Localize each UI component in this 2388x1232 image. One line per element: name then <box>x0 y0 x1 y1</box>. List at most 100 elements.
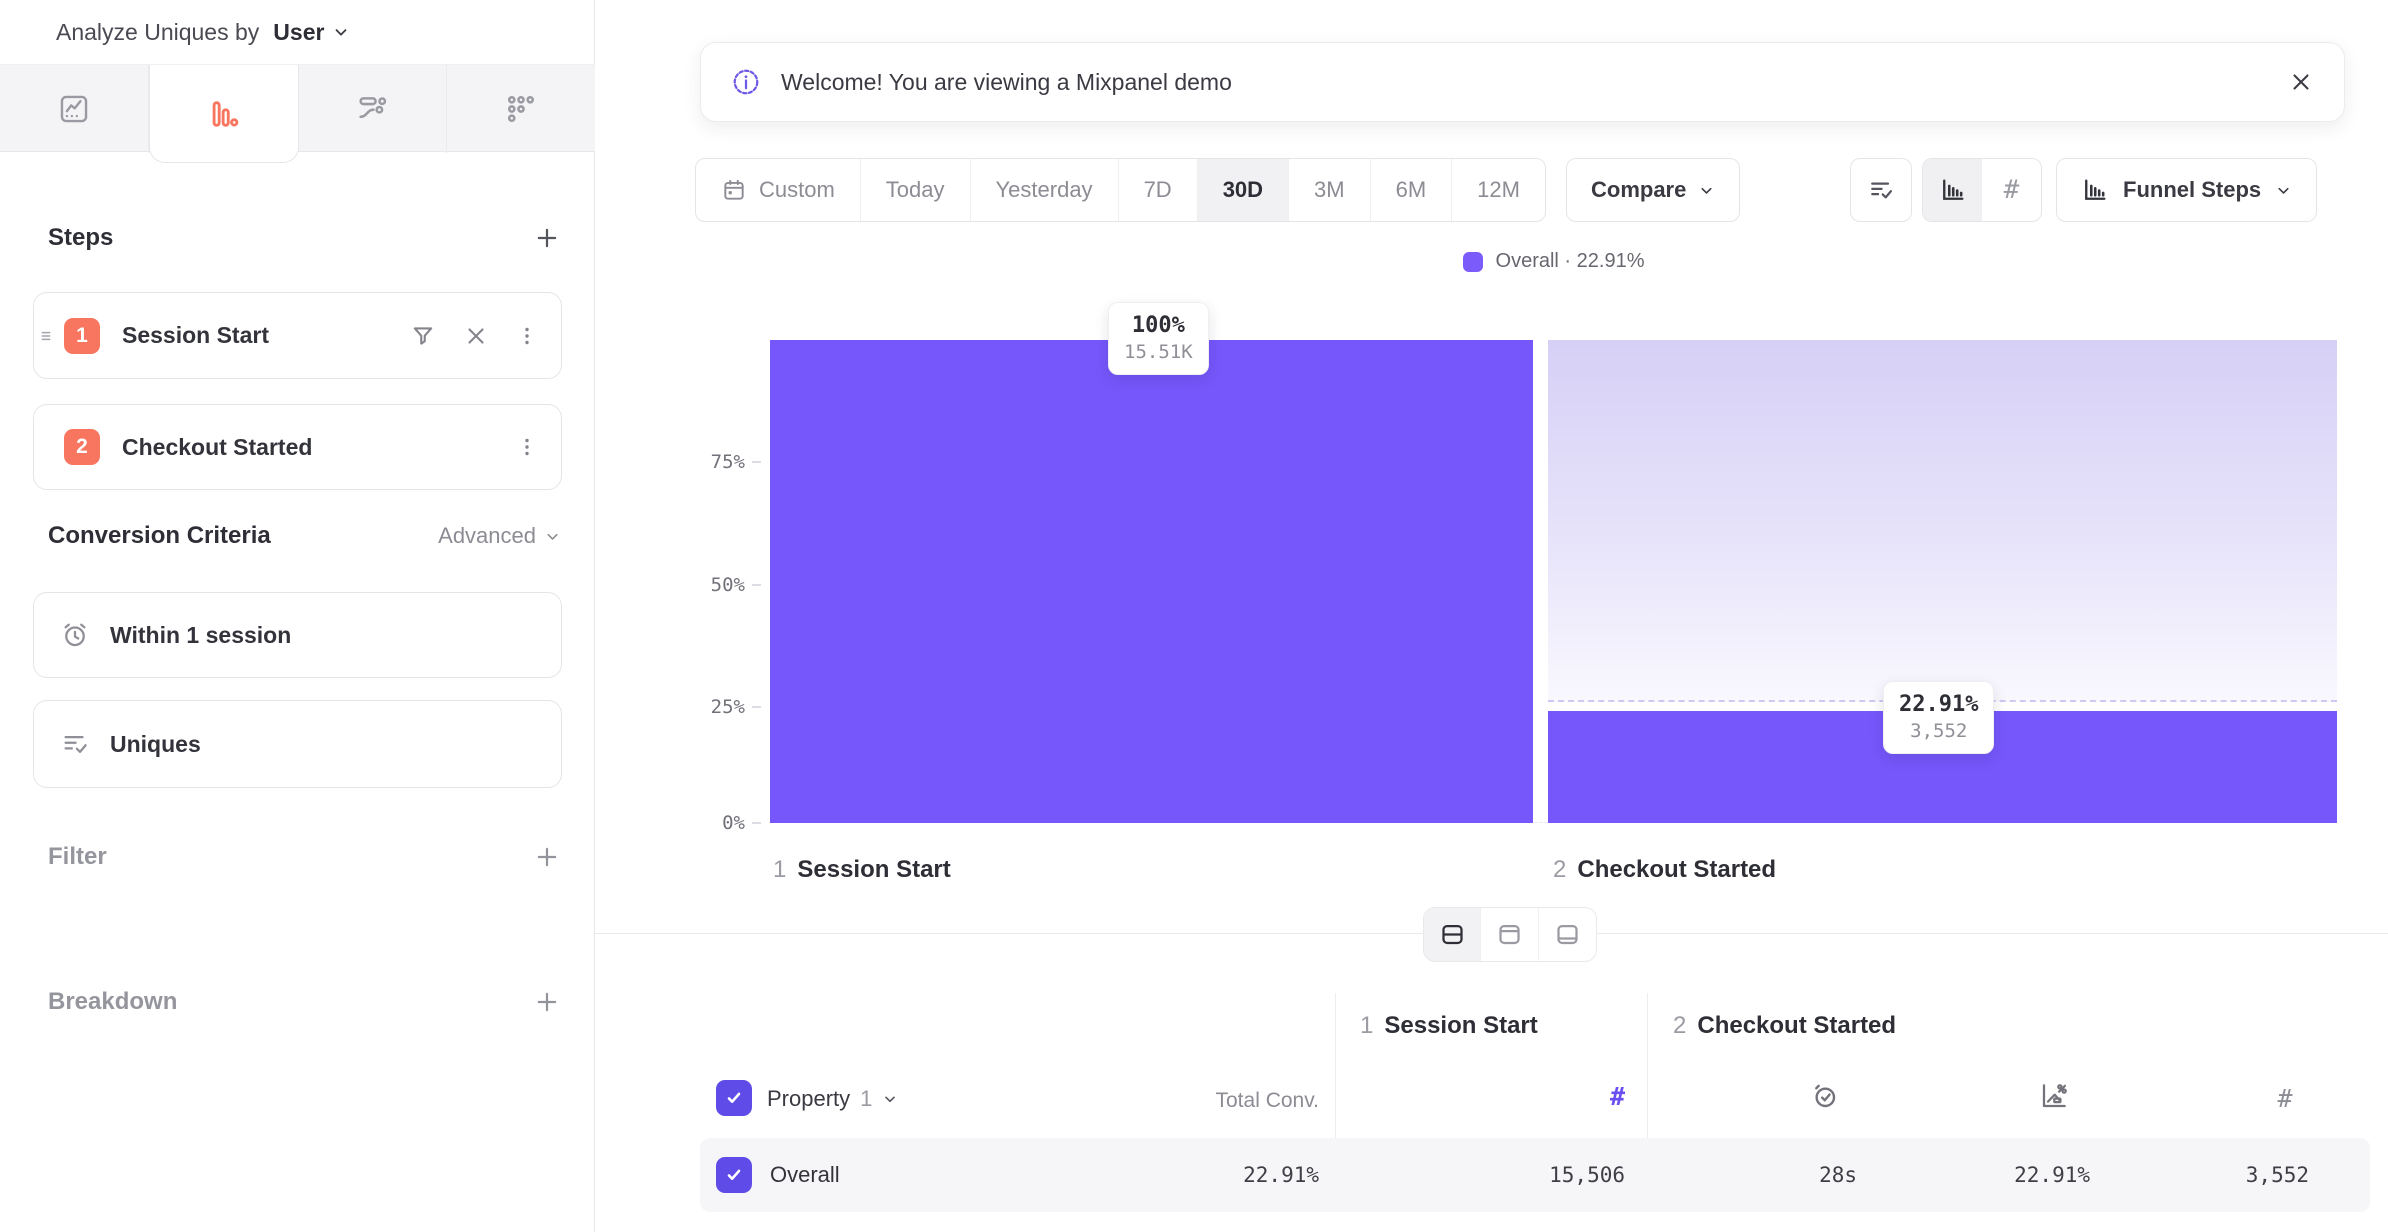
date-range-6m[interactable]: 6M <box>1371 159 1453 221</box>
step-name: Checkout Started <box>1577 856 1777 883</box>
compare-label: Compare <box>1591 177 1687 202</box>
table-only-view-button[interactable] <box>1539 908 1596 961</box>
step-event-name[interactable]: Checkout Started <box>122 433 313 460</box>
tab-flows[interactable] <box>299 65 448 153</box>
step-card-session-start[interactable]: 1 Session Start <box>33 292 562 379</box>
analyze-header: Analyze Uniques by User <box>0 0 594 64</box>
step-card-checkout-started[interactable]: 2 Checkout Started <box>33 404 562 490</box>
x-axis-step-label: 2 Checkout Started <box>1553 856 1776 884</box>
chart-legend[interactable]: Overall · 22.91% <box>770 250 2337 273</box>
close-icon[interactable] <box>2288 69 2314 95</box>
step-number: 2 <box>1553 856 1567 883</box>
funnel-bars-icon <box>207 97 241 131</box>
time-to-convert-value: 28s <box>1819 1163 1857 1187</box>
chevron-down-icon <box>2275 182 2292 199</box>
column-divider <box>1647 993 1648 1212</box>
report-type-tabbar <box>0 64 595 163</box>
y-axis-tickmark <box>752 461 761 463</box>
date-range-label: Today <box>885 177 945 202</box>
conversion-criteria-title: Conversion Criteria <box>48 522 271 549</box>
counting-method-card[interactable]: Uniques <box>33 700 562 788</box>
info-icon <box>731 67 761 97</box>
chart-type-dropdown[interactable]: Funnel Steps <box>2056 158 2318 222</box>
total-conv-header[interactable]: Total Conv. <box>1215 1089 1320 1112</box>
date-range-3m[interactable]: 3M <box>1289 159 1371 221</box>
chevron-down-icon <box>1698 182 1715 199</box>
date-range-30d[interactable]: 30D <box>1197 159 1290 221</box>
compare-button[interactable]: Compare <box>1566 158 1741 222</box>
date-range-label: 30D <box>1222 177 1264 202</box>
drag-handle-icon[interactable] <box>39 328 55 344</box>
table-row-overall[interactable]: Overall 22.91% 15,506 28s 22.91% 3,552 <box>700 1138 2370 1212</box>
tab-insights[interactable] <box>0 65 149 153</box>
alarm-clock-icon <box>60 620 90 650</box>
date-range-yesterday[interactable]: Yesterday <box>971 159 1119 221</box>
step-number: 2 <box>1673 1012 1687 1039</box>
checkout-started-count: 3,552 <box>2245 1163 2309 1187</box>
y-axis-tick: 50% <box>710 574 745 596</box>
date-range-7d[interactable]: 7D <box>1119 159 1198 221</box>
banner-message: Welcome! You are viewing a Mixpanel demo <box>781 68 1232 95</box>
step-number-badge: 2 <box>64 429 100 465</box>
chart-type-label: Funnel Steps <box>2123 177 2262 202</box>
step-number-badge: 1 <box>64 317 100 354</box>
tab-retention[interactable] <box>447 65 595 153</box>
date-range-label: Custom <box>759 177 835 202</box>
count-metric-icon[interactable]: # <box>2277 1084 2293 1113</box>
kebab-menu-icon[interactable] <box>515 324 539 348</box>
chart-only-view-button[interactable] <box>1481 908 1539 961</box>
filter-section-header: Filter <box>48 843 561 871</box>
date-range-label: 12M <box>1477 177 1520 202</box>
conversion-window-value: Within 1 session <box>110 621 292 648</box>
hash-icon: # <box>2003 175 2020 205</box>
bar-value-tooltip: 100% 15.51K <box>1108 302 1209 375</box>
value-display-toggle: # <box>1922 158 2042 222</box>
analyze-entity-dropdown[interactable]: User <box>273 19 350 46</box>
select-all-checkbox[interactable] <box>716 1080 752 1116</box>
calendar-icon <box>721 177 747 203</box>
insights-icon <box>57 92 91 126</box>
date-range-label: 3M <box>1314 177 1345 202</box>
show-number-toggle[interactable]: # <box>1982 159 2041 221</box>
kebab-menu-icon[interactable] <box>515 435 539 459</box>
conversion-window-card[interactable]: Within 1 session <box>33 592 562 678</box>
conversion-rate-icon[interactable] <box>2038 1080 2070 1112</box>
tooltip-percent: 22.91% <box>1899 692 1979 717</box>
row-checkbox[interactable] <box>716 1157 752 1193</box>
time-to-convert-icon[interactable] <box>1808 1080 1840 1112</box>
date-range-today[interactable]: Today <box>861 159 971 221</box>
filter-icon[interactable] <box>409 322 437 350</box>
legend-label: Overall · 22.91% <box>1495 250 1645 272</box>
show-percent-toggle[interactable] <box>1923 159 1982 221</box>
y-axis-tick: 25% <box>710 696 745 718</box>
chevron-down-icon <box>882 1091 898 1107</box>
list-check-icon <box>1867 176 1895 204</box>
advanced-dropdown[interactable]: Advanced <box>438 523 561 549</box>
tab-funnels[interactable] <box>148 65 299 163</box>
step-name: Session Start <box>1384 1012 1538 1039</box>
add-filter-button[interactable] <box>533 843 561 871</box>
analyze-label: Analyze Uniques by <box>56 18 260 45</box>
chevron-down-icon <box>544 528 561 545</box>
funnel-dropoff-gradient <box>1548 340 2337 702</box>
metrics-list-button[interactable] <box>1850 158 1912 222</box>
property-selector[interactable]: Property 1 <box>767 1086 898 1112</box>
chevron-down-icon <box>332 23 350 41</box>
date-range-label: Yesterday <box>995 177 1093 202</box>
retention-icon <box>504 92 538 126</box>
add-breakdown-button[interactable] <box>533 988 561 1016</box>
funnel-bar-session-start[interactable] <box>770 340 1533 823</box>
list-check-icon <box>60 729 90 759</box>
date-range-12m[interactable]: 12M <box>1452 159 1545 221</box>
x-axis-step-label: 1 Session Start <box>773 856 951 884</box>
add-step-button[interactable] <box>533 224 561 252</box>
row-label: Overall <box>770 1162 840 1187</box>
bar-value-tooltip: 22.91% 3,552 <box>1883 681 1995 754</box>
table-group-header-session-start: 1 Session Start <box>1360 1012 1538 1040</box>
date-range-custom[interactable]: Custom <box>696 159 861 221</box>
step-event-name[interactable]: Session Start <box>122 322 269 348</box>
count-metric-icon[interactable]: # <box>1609 1082 1625 1111</box>
split-view-button[interactable] <box>1424 908 1482 961</box>
step-number: 1 <box>1360 1012 1374 1039</box>
remove-step-icon[interactable] <box>463 323 489 349</box>
